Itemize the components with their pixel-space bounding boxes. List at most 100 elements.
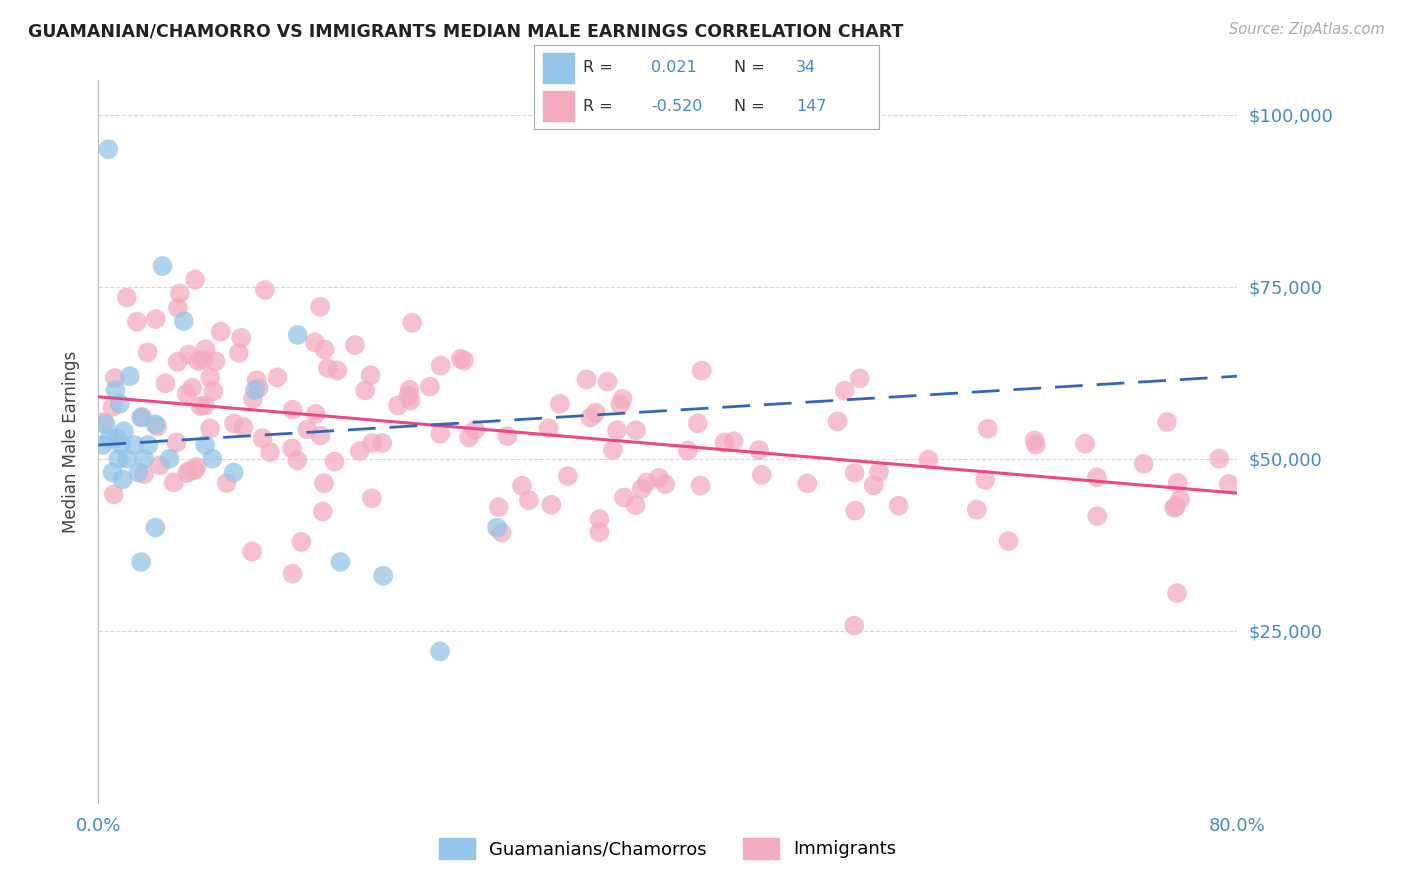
- Point: [371, 436, 394, 450]
- Point: [723, 434, 745, 449]
- Text: 0.021: 0.021: [651, 61, 697, 76]
- Point: [167, 301, 190, 315]
- Point: [181, 381, 204, 395]
- Point: [966, 502, 988, 516]
- Point: [281, 402, 304, 417]
- Point: [540, 498, 562, 512]
- Point: [231, 331, 253, 345]
- Bar: [543, 91, 574, 120]
- Point: [316, 361, 339, 376]
- Point: [252, 431, 274, 445]
- Point: [107, 451, 129, 466]
- Point: [149, 458, 172, 473]
- Point: [240, 544, 263, 558]
- Point: [398, 389, 420, 403]
- Point: [204, 354, 226, 368]
- Point: [281, 442, 304, 456]
- Text: N =: N =: [734, 61, 765, 76]
- Point: [1025, 437, 1047, 451]
- Point: [602, 443, 624, 458]
- Point: [101, 400, 124, 414]
- Point: [517, 493, 540, 508]
- Point: [464, 423, 486, 437]
- Point: [93, 415, 115, 429]
- Point: [419, 379, 441, 393]
- Point: [606, 423, 628, 437]
- Point: [862, 478, 884, 492]
- Point: [232, 420, 254, 434]
- Point: [132, 451, 155, 466]
- Point: [145, 417, 167, 432]
- Text: 147: 147: [796, 98, 827, 113]
- Point: [1085, 509, 1108, 524]
- Point: [184, 463, 207, 477]
- Point: [491, 525, 513, 540]
- Point: [122, 438, 145, 452]
- Point: [686, 417, 709, 431]
- Point: [152, 259, 174, 273]
- Point: [636, 475, 658, 490]
- Point: [848, 371, 870, 385]
- Point: [834, 384, 856, 398]
- Point: [159, 451, 181, 466]
- Point: [612, 392, 634, 406]
- Point: [145, 312, 167, 326]
- Point: [575, 372, 598, 386]
- Point: [343, 338, 366, 352]
- Point: [450, 351, 472, 366]
- Point: [125, 315, 148, 329]
- Point: [1166, 586, 1188, 600]
- Point: [127, 466, 149, 480]
- Point: [751, 467, 773, 482]
- Point: [228, 346, 250, 360]
- Point: [115, 291, 138, 305]
- Point: [654, 477, 676, 491]
- Point: [1218, 476, 1240, 491]
- Point: [887, 499, 910, 513]
- Point: [186, 460, 208, 475]
- Point: [194, 343, 217, 357]
- Point: [253, 283, 276, 297]
- Point: [110, 438, 132, 452]
- Point: [453, 353, 475, 368]
- Point: [326, 363, 349, 377]
- Point: [609, 397, 631, 411]
- Point: [222, 466, 245, 480]
- Point: [579, 410, 602, 425]
- Point: [259, 445, 281, 459]
- Point: [177, 348, 200, 362]
- Point: [1168, 492, 1191, 507]
- Point: [155, 376, 177, 391]
- Point: [314, 343, 336, 357]
- Point: [1024, 434, 1046, 448]
- Point: [97, 142, 120, 156]
- Point: [146, 419, 169, 434]
- Point: [429, 644, 451, 658]
- Point: [312, 504, 335, 518]
- Point: [94, 417, 117, 432]
- Point: [105, 431, 128, 445]
- Point: [194, 398, 217, 412]
- Point: [537, 421, 560, 435]
- Point: [588, 525, 610, 540]
- Point: [193, 353, 215, 368]
- Point: [488, 500, 510, 515]
- Point: [548, 397, 571, 411]
- Point: [690, 363, 713, 377]
- Point: [496, 429, 519, 443]
- Point: [176, 386, 198, 401]
- Point: [387, 398, 409, 412]
- Point: [361, 436, 384, 450]
- Point: [246, 373, 269, 387]
- Point: [1074, 436, 1097, 450]
- Point: [222, 417, 245, 431]
- Point: [588, 512, 610, 526]
- Point: [215, 475, 238, 490]
- Point: [748, 443, 770, 458]
- Point: [115, 451, 138, 466]
- Point: [118, 369, 141, 384]
- Point: [624, 498, 647, 512]
- Point: [129, 410, 152, 425]
- Point: [194, 438, 217, 452]
- Point: [281, 566, 304, 581]
